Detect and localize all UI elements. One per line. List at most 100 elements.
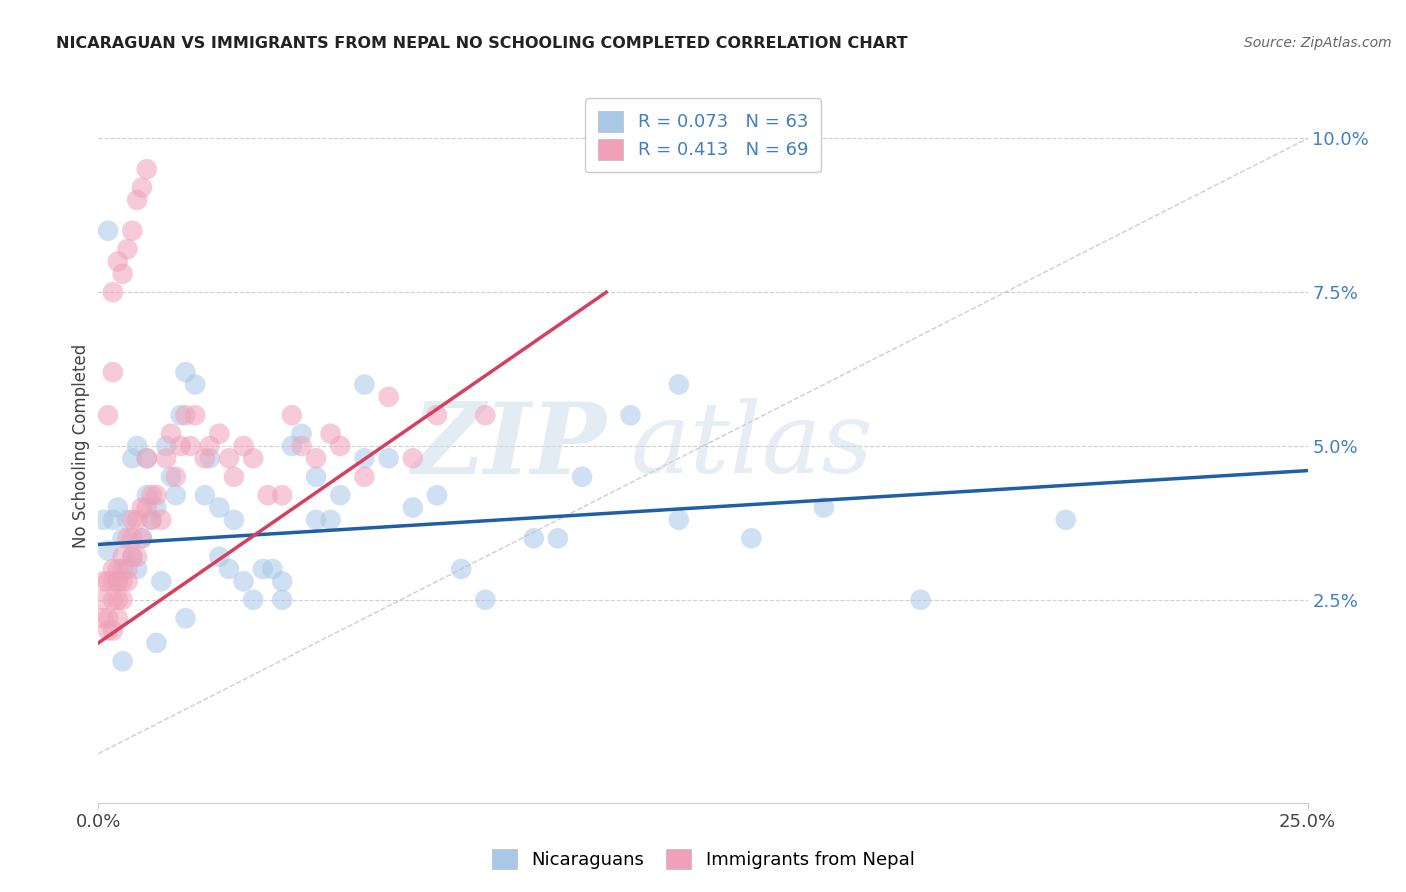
Point [101,574,124,589]
Point [377,390,399,404]
Point [194,451,217,466]
Point [111,531,134,545]
Point [131,531,153,545]
Point [329,439,352,453]
Point [91,592,114,607]
Point [160,426,183,441]
Point [184,377,207,392]
Point [127,193,149,207]
Point [222,513,245,527]
Point [117,242,139,256]
Point [353,451,375,466]
Point [101,592,124,607]
Point [222,469,245,483]
Point [121,549,143,564]
Point [107,500,129,515]
Point [101,624,124,638]
Point [107,592,129,607]
Point [290,439,312,453]
Point [117,531,139,545]
Point [218,562,240,576]
Point [107,562,129,576]
Point [121,224,143,238]
Point [1054,513,1077,527]
Point [218,451,240,466]
Point [107,254,129,268]
Point [668,513,690,527]
Point [107,611,129,625]
Point [135,162,157,177]
Point [111,592,134,607]
Point [91,574,114,589]
Point [474,592,496,607]
Point [571,469,593,483]
Point [242,451,264,466]
Text: NICARAGUAN VS IMMIGRANTS FROM NEPAL NO SCHOOLING COMPLETED CORRELATION CHART: NICARAGUAN VS IMMIGRANTS FROM NEPAL NO S… [56,36,908,51]
Point [127,562,149,576]
Point [101,562,124,576]
Point [111,654,134,668]
Point [155,451,177,466]
Point [127,549,149,564]
Point [111,267,134,281]
Point [271,488,294,502]
Point [150,574,173,589]
Point [329,488,352,502]
Point [402,500,425,515]
Point [450,562,472,576]
Point [121,531,143,545]
Point [127,439,149,453]
Point [910,592,932,607]
Point [353,469,375,483]
Point [101,365,124,379]
Point [813,500,835,515]
Point [131,180,153,194]
Point [135,451,157,466]
Point [252,562,274,576]
Point [97,624,120,638]
Legend: Nicaraguans, Immigrants from Nepal: Nicaraguans, Immigrants from Nepal [482,839,924,879]
Point [117,562,139,576]
Point [271,592,294,607]
Point [262,562,284,576]
Point [319,513,342,527]
Point [242,592,264,607]
Point [668,377,690,392]
Point [131,500,153,515]
Point [135,500,157,515]
Point [169,409,191,423]
Point [97,574,120,589]
Text: Source: ZipAtlas.com: Source: ZipAtlas.com [1244,36,1392,50]
Point [208,426,231,441]
Point [198,451,221,466]
Point [377,451,399,466]
Point [208,500,231,515]
Point [169,439,191,453]
Point [619,409,641,423]
Point [97,409,120,423]
Point [208,549,231,564]
Point [165,488,187,502]
Point [523,531,546,545]
Point [184,409,207,423]
Point [101,285,124,300]
Point [127,513,149,527]
Point [91,513,114,527]
Point [174,409,197,423]
Point [117,574,139,589]
Point [91,611,114,625]
Point [121,451,143,466]
Point [271,574,294,589]
Text: ZIP: ZIP [412,398,606,494]
Point [174,365,197,379]
Point [135,451,157,466]
Legend: R = 0.073   N = 63, R = 0.413   N = 69: R = 0.073 N = 63, R = 0.413 N = 69 [585,98,821,172]
Point [111,574,134,589]
Point [740,531,762,545]
Point [402,451,425,466]
Point [256,488,278,502]
Point [198,439,221,453]
Point [145,500,167,515]
Point [111,562,134,576]
Point [232,574,254,589]
